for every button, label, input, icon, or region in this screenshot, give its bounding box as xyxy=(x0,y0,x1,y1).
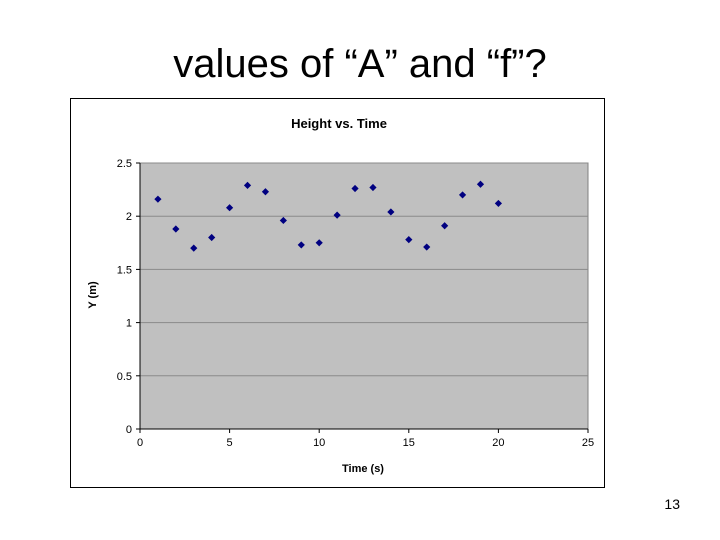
data-point xyxy=(261,188,270,196)
height-vs-time-chart: 0 0.5 1 1.5 2 2.5 0 5 10 15 20 25 Height vs. Time T… xyxy=(87,116,594,475)
data-point xyxy=(387,208,395,216)
data-point xyxy=(405,236,413,244)
y-tick-label: 0 xyxy=(126,424,132,436)
y-tick-label: 1.5 xyxy=(117,264,132,276)
data-point xyxy=(172,225,180,233)
data-point xyxy=(279,216,287,225)
x-tick-label: 5 xyxy=(227,437,233,449)
data-point xyxy=(494,199,502,208)
x-tick-label: 25 xyxy=(582,437,594,449)
chart-frame: 0 0.5 1 1.5 2 2.5 0 5 10 15 20 25 Height vs. Time T… xyxy=(70,98,605,488)
y-axis-label: Y (m) xyxy=(87,281,99,309)
x-tick-label: 0 xyxy=(137,437,143,449)
x-tick-label: 15 xyxy=(403,437,415,449)
x-axis-label: Time (s) xyxy=(342,463,384,475)
y-tick-label: 2 xyxy=(126,211,132,223)
data-point xyxy=(476,180,485,188)
data-point xyxy=(208,233,216,242)
data-point xyxy=(315,239,323,247)
x-tick-label: 10 xyxy=(313,437,325,449)
data-point xyxy=(226,204,234,212)
chart-title: Height vs. Time xyxy=(291,116,387,131)
data-point xyxy=(369,183,377,192)
y-tick-label: 0.5 xyxy=(117,371,132,383)
page-number: 13 xyxy=(664,496,680,512)
slide-title: values of “A” and “f”? xyxy=(173,42,547,86)
data-point xyxy=(441,222,449,230)
x-tick-label: 20 xyxy=(492,437,504,449)
tick-labels: 0 0.5 1 1.5 2 2.5 0 5 10 15 20 25 xyxy=(117,158,594,449)
y-tick-label: 2.5 xyxy=(117,158,132,170)
y-tick-label: 1 xyxy=(126,318,132,330)
data-point xyxy=(333,211,341,219)
data-point xyxy=(243,181,252,189)
plot-area xyxy=(139,162,589,430)
data-point xyxy=(458,191,467,199)
gridlines xyxy=(140,162,588,377)
axes xyxy=(136,162,589,433)
data-point xyxy=(351,184,359,193)
data-point xyxy=(154,195,162,203)
data-point xyxy=(190,244,198,252)
data-point xyxy=(423,243,431,251)
